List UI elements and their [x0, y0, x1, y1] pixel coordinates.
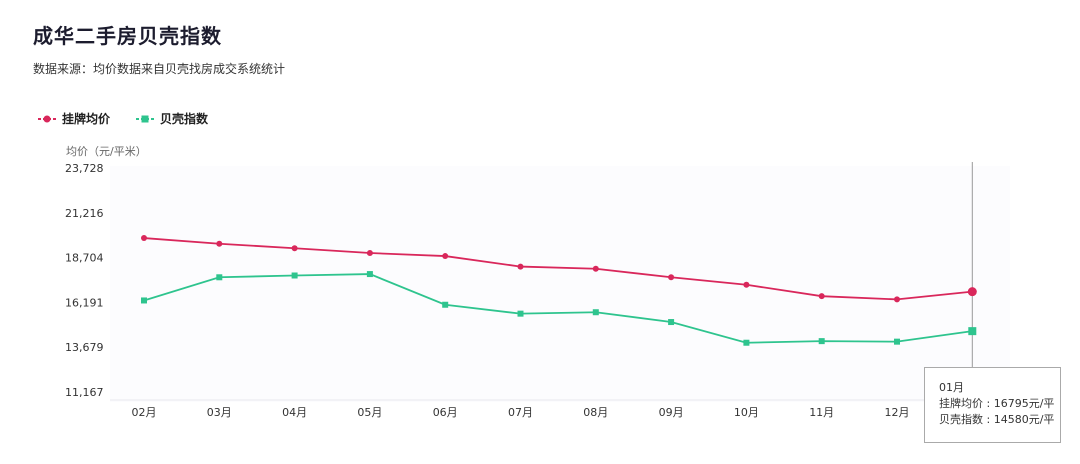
data-point [366, 271, 373, 278]
data-point [968, 327, 977, 336]
x-tick-label: 02月 [132, 406, 157, 419]
x-tick-label: 10月 [734, 406, 759, 419]
legend-label-beike-index: 贝壳指数 [160, 112, 209, 126]
x-tick-label: 05月 [357, 406, 382, 419]
tooltip-listing-price: 挂牌均价 : 16795元/平 [939, 397, 1055, 410]
data-point [517, 310, 524, 317]
x-tick-label: 09月 [659, 406, 684, 419]
data-point [668, 319, 675, 326]
x-tick-label: 04月 [282, 406, 307, 419]
y-tick-label: 18,704 [65, 252, 104, 265]
legend-item-beike-index[interactable]: 贝壳指数 [136, 110, 208, 127]
data-point [291, 245, 298, 252]
data-point [743, 281, 750, 288]
y-tick-label: 21,216 [65, 207, 104, 220]
x-tick-label: 08月 [583, 406, 608, 419]
x-tick-label: 06月 [433, 406, 458, 419]
data-point [366, 250, 373, 257]
data-point [668, 274, 675, 281]
data-point [442, 253, 449, 260]
data-point [592, 309, 599, 316]
series-line-0 [143, 237, 973, 301]
data-point [743, 339, 750, 346]
y-tick-label: 23,728 [65, 162, 104, 175]
data-point [592, 265, 599, 272]
data-point [894, 296, 900, 303]
x-tick-label: 12月 [885, 406, 910, 419]
chart-tooltip: 01月 挂牌均价 : 16795元/平 贝壳指数 : 14580元/平 [924, 367, 1061, 443]
data-point [818, 293, 825, 300]
chart-subtitle: 数据来源：均价数据来自贝壳找房成交系统统计 [33, 62, 286, 76]
x-tick-label: 07月 [508, 406, 533, 419]
y-tick-label: 16,191 [65, 296, 104, 309]
plot-area [110, 166, 1010, 402]
data-point [442, 301, 449, 308]
legend-item-listing-price[interactable]: 挂牌均价 [38, 110, 110, 127]
chart-title: 成华二手房贝壳指数 [33, 24, 222, 48]
data-point [818, 338, 825, 345]
legend: 挂牌均价 贝壳指数 [38, 110, 208, 127]
data-point [216, 240, 223, 247]
y-axis-title: 均价（元/平米） [66, 145, 147, 158]
series-line-1 [143, 273, 973, 344]
square-marker-icon [136, 115, 155, 122]
tooltip-beike-index: 贝壳指数 : 14580元/平 [939, 413, 1055, 426]
circle-marker-icon [38, 115, 56, 122]
data-point [291, 272, 298, 279]
x-tick-label: 03月 [207, 406, 232, 419]
data-point [141, 297, 147, 304]
y-tick-label: 11,167 [65, 386, 104, 399]
y-tick-label: 13,679 [65, 341, 104, 354]
legend-label-listing-price: 挂牌均价 [62, 112, 111, 126]
data-point [967, 287, 977, 297]
data-point [141, 235, 147, 242]
data-point [517, 263, 524, 270]
data-point [216, 274, 223, 281]
data-point [894, 338, 900, 345]
x-tick-label: 11月 [809, 406, 834, 419]
tooltip-month: 01月 [939, 381, 964, 394]
